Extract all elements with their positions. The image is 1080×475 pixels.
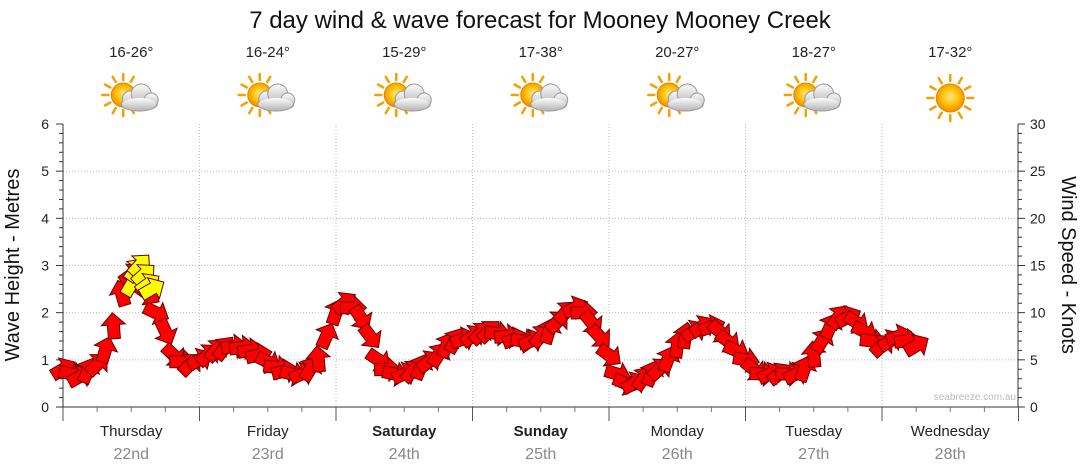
day-temperature: 17-32° [928,44,972,61]
partly-cloudy-icon [101,72,159,118]
partly-cloudy-icon [374,72,432,118]
y-tick-label: 2 [41,305,49,321]
day-temperature: 18-27° [792,44,836,61]
day-name: Wednesday [911,423,990,440]
y-tick-label: 0 [41,399,49,415]
y-tick-label: 3 [41,258,49,274]
y2-tick-label: 0 [1030,399,1038,415]
y-tick-label: 4 [41,210,49,226]
partly-cloudy-icon [647,72,705,118]
sunny-icon [926,73,975,123]
y2-tick-label: 20 [1030,210,1046,226]
partly-cloudy-icon [237,72,296,118]
day-temperature: 16-26° [109,44,153,61]
day-temperature: 17-38° [519,44,563,61]
day-date: 22nd [113,446,149,463]
plot-area: 0 1 2 3 4 5 6 0 5 10 15 20 25 30 [41,116,1046,421]
y2-axis-label: Wind Speed - Knots [1057,176,1079,354]
day-temperature: 15-29° [382,44,426,61]
y2-tick-label: 10 [1030,305,1046,321]
day-date: 24th [389,446,420,463]
watermark: seabreeze.com.au [934,392,1016,403]
y2-tick-label: 5 [1030,352,1038,368]
day-temperature: 20-27° [655,44,699,61]
y-tick-label: 6 [41,116,49,132]
day-name: Friday [247,423,289,440]
day-name: Monday [651,423,705,440]
chart-title: 7 day wind & wave forecast for Mooney Mo… [249,7,832,34]
day-temperature: 16-24° [246,44,290,61]
y-tick-label: 5 [41,163,49,179]
day-name: Saturday [372,423,437,440]
y-tick-label: 1 [41,352,49,368]
y2-tick-label: 30 [1030,116,1046,132]
day-date: 25th [525,446,556,463]
y2-tick-label: 25 [1030,163,1046,179]
day-name: Tuesday [785,423,842,440]
y2-tick-label: 15 [1030,258,1046,274]
day-header: 16-26° Thursday 22nd 16-24° Friday 23rd 15-29°… [100,44,990,463]
day-name: Sunday [514,423,569,440]
day-date: 27th [798,446,829,463]
y-axis-label: Wave Height - Metres [2,169,24,362]
day-date: 28th [935,446,966,463]
partly-cloudy-icon [783,72,842,118]
day-date: 23rd [252,446,284,463]
day-date: 26th [662,446,693,463]
partly-cloudy-icon [510,72,569,118]
day-name: Thursday [100,423,163,440]
